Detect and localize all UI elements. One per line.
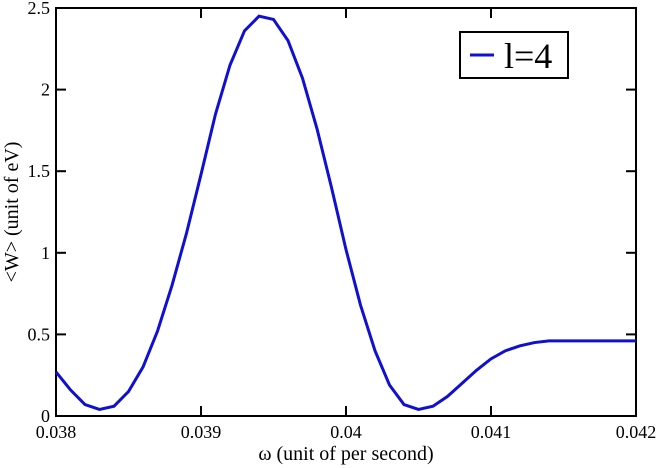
line-series (54, 14, 636, 412)
y-tick-label: 0 (41, 406, 50, 426)
legend-label: l=4 (504, 36, 552, 76)
y-tick-label: 2.5 (28, 0, 51, 18)
x-tick-label: 0.039 (181, 422, 222, 442)
x-tick-label: 0.041 (471, 422, 512, 442)
y-axis-label: <W> (unit of eV) (1, 142, 23, 283)
y-tick-label: 1.5 (28, 161, 51, 181)
x-tick-label: 0.04 (330, 422, 362, 442)
x-axis-label: ω (unit of per second) (258, 443, 433, 465)
y-tick-label: 0.5 (28, 324, 51, 344)
x-tick-label: 0.042 (616, 422, 657, 442)
x-tick-label: 0.038 (36, 422, 77, 442)
y-tick-label: 1 (41, 243, 50, 263)
y-tick-label: 2 (41, 80, 50, 100)
